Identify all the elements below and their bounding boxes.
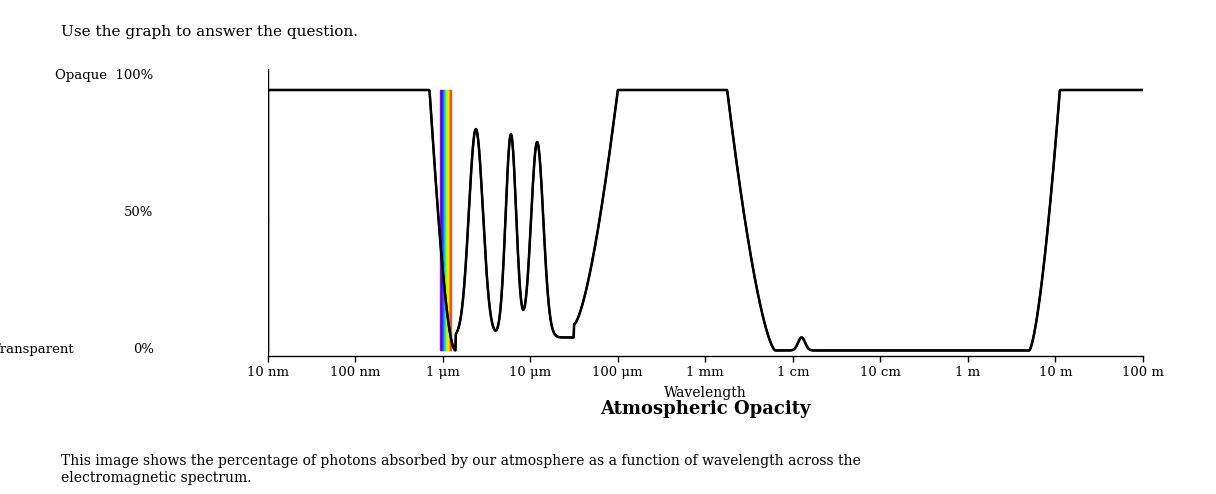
X-axis label: Wavelength: Wavelength (664, 386, 747, 400)
Text: Transparent: Transparent (0, 343, 75, 356)
Text: This image shows the percentage of photons absorbed by our atmosphere as a funct: This image shows the percentage of photo… (61, 454, 861, 485)
Text: Use the graph to answer the question.: Use the graph to answer the question. (61, 25, 358, 39)
Text: 50%: 50% (124, 206, 153, 219)
Text: 0%: 0% (133, 343, 153, 356)
Text: Atmospheric Opacity: Atmospheric Opacity (599, 400, 811, 418)
Text: Opaque  100%: Opaque 100% (56, 69, 153, 82)
